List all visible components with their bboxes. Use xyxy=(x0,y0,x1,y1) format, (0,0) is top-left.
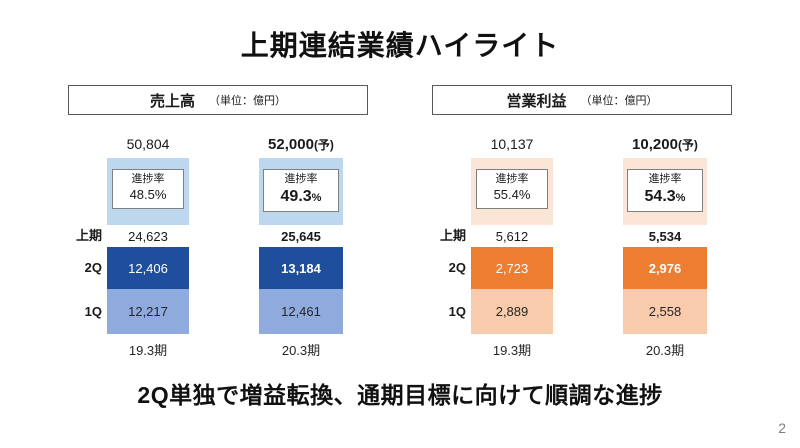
profit-row-label-1q: 1Q xyxy=(448,304,466,319)
bar-stack: 進捗率 49.3% 25,645 13,184 12,461 xyxy=(259,158,343,334)
page-title: 上期連結業績ハイライト xyxy=(240,30,560,61)
segment-remainder: 進捗率 49.3% xyxy=(259,158,343,225)
segment-remainder: 進捗率 48.5% xyxy=(107,158,189,225)
segment-h1: 5,534 xyxy=(623,225,707,247)
segment-h1: 5,612 xyxy=(471,225,553,247)
segment-1q: 2,889 xyxy=(471,289,553,334)
bar-axis-label: 19.3期 xyxy=(492,343,532,358)
page-number: 2 xyxy=(778,420,786,436)
progress-box: 進捗率 54.3% xyxy=(627,169,703,212)
bar-total-suffix: (予) xyxy=(677,138,698,152)
progress-box: 進捗率 49.3% xyxy=(263,169,339,212)
progress-rate-value: 49.3 xyxy=(280,187,312,205)
bar-stack: 進捗率 48.5% 24,623 12,406 12,217 xyxy=(107,158,189,334)
bar-total-label: 10,137 xyxy=(471,136,553,156)
bar-total-value: 50,804 xyxy=(126,136,170,152)
progress-rate-label: 進捗率 xyxy=(131,173,165,185)
bar-axis-label: 20.3期 xyxy=(645,343,685,358)
sales-bar-203-forecast: 52,000(予) 進捗率 49.3% 25,645 13,184 12,461… xyxy=(259,136,343,359)
segment-remainder: 進捗率 55.4% xyxy=(471,158,553,225)
sales-row-label-h1: 上期 xyxy=(75,228,102,243)
sales-header-unit: （単位：億円） xyxy=(209,95,286,107)
bar-total-label: 50,804 xyxy=(107,136,189,156)
segment-2q: 12,406 xyxy=(107,247,189,289)
segment-1q: 2,558 xyxy=(623,289,707,334)
sales-row-label-1q: 1Q xyxy=(84,304,102,319)
bar-total-value: 10,137 xyxy=(490,136,534,152)
progress-rate-value: 48.5% xyxy=(129,186,167,202)
bar-stack: 進捗率 55.4% 5,612 2,723 2,889 xyxy=(471,158,553,334)
progress-rate-value: 54.3 xyxy=(644,187,676,205)
progress-rate-label: 進捗率 xyxy=(284,173,318,185)
segment-h1: 25,645 xyxy=(259,225,343,247)
segment-2q: 13,184 xyxy=(259,247,343,289)
segment-1q: 12,217 xyxy=(107,289,189,334)
profit-row-label-2q: 2Q xyxy=(448,260,466,275)
bar-axis-label: 19.3期 xyxy=(128,343,168,358)
sales-bar-193: 50,804 進捗率 48.5% 24,623 12,406 12,217 19… xyxy=(107,136,189,359)
profit-header-box: 営業利益 （単位：億円） xyxy=(432,85,732,115)
sales-row-label-2q: 2Q xyxy=(84,260,102,275)
progress-rate-label: 進捗率 xyxy=(648,173,682,185)
segment-h1: 24,623 xyxy=(107,225,189,247)
summary-text: 2Q単独で増益転換、通期目標に向けて順調な進捗 xyxy=(137,382,663,408)
bar-axis-label: 20.3期 xyxy=(281,343,321,358)
bar-total-label: 10,200(予) xyxy=(623,136,707,156)
bar-total-value: 10,200 xyxy=(632,136,678,153)
sales-header-title: 売上高 xyxy=(149,92,195,110)
segment-2q: 2,723 xyxy=(471,247,553,289)
bar-total-suffix: (予) xyxy=(313,138,334,152)
sales-header-box: 売上高 （単位：億円） xyxy=(68,85,368,115)
progress-rate-unit: % xyxy=(311,191,322,204)
progress-rate-unit: % xyxy=(675,191,686,204)
segment-1q: 12,461 xyxy=(259,289,343,334)
profit-header-unit: （単位：億円） xyxy=(580,95,658,107)
bar-stack: 進捗率 54.3% 5,534 2,976 2,558 xyxy=(623,158,707,334)
progress-rate-label: 進捗率 xyxy=(495,173,529,185)
progress-box: 進捗率 55.4% xyxy=(476,169,548,209)
bar-total-value: 52,000 xyxy=(268,136,314,153)
bar-total-label: 52,000(予) xyxy=(259,136,343,156)
progress-box: 進捗率 48.5% xyxy=(112,169,184,209)
segment-2q: 2,976 xyxy=(623,247,707,289)
profit-header-title: 営業利益 xyxy=(506,92,567,110)
profit-row-label-h1: 上期 xyxy=(439,228,466,243)
segment-remainder: 進捗率 54.3% xyxy=(623,158,707,225)
progress-rate-value: 55.4% xyxy=(493,186,531,202)
profit-bar-203-forecast: 10,200(予) 進捗率 54.3% 5,534 2,976 2,558 20… xyxy=(623,136,707,359)
profit-bar-193: 10,137 進捗率 55.4% 5,612 2,723 2,889 19.3期 xyxy=(471,136,553,359)
